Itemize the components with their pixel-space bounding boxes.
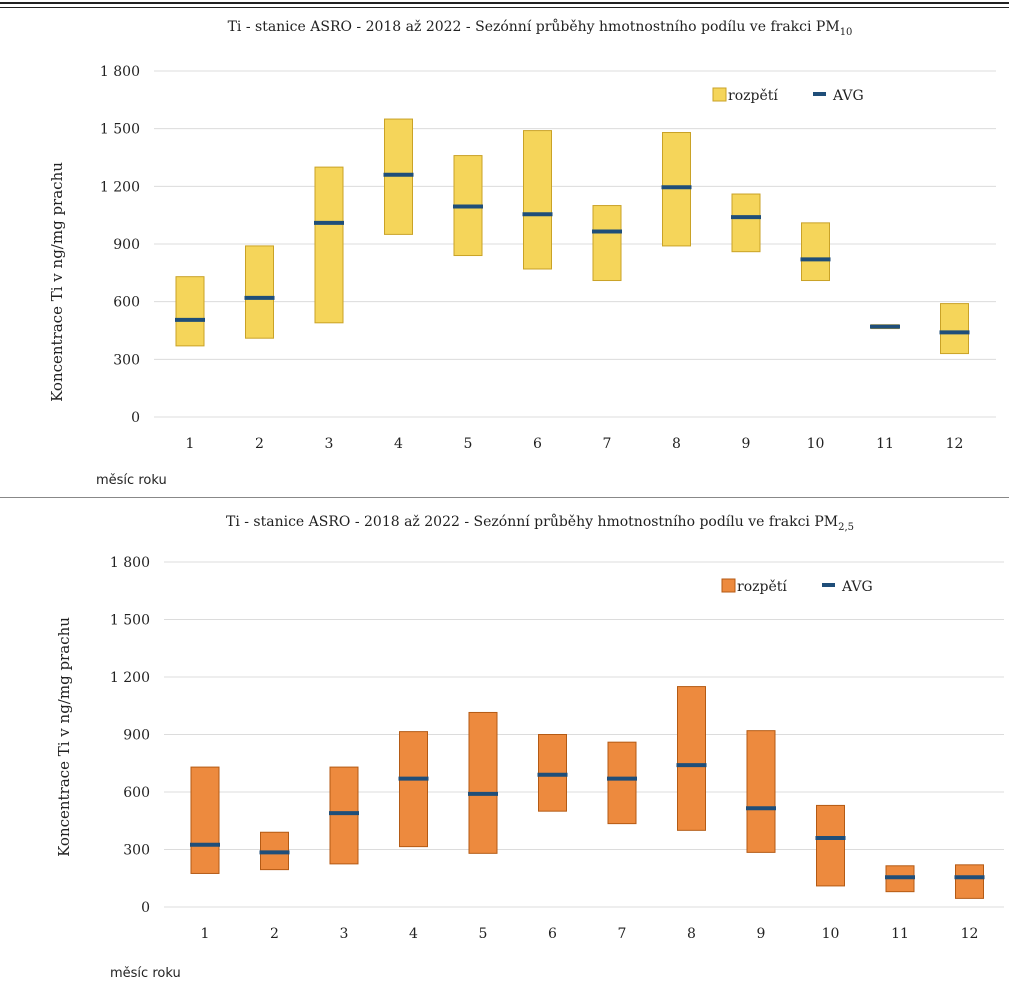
y-tick-label: 1 200 bbox=[100, 179, 140, 195]
chart-pm25: Ti - stanice ASRO - 2018 až 2022 - Sezón… bbox=[55, 513, 1004, 981]
x-tick-label: 6 bbox=[533, 436, 542, 452]
chart-title-subscript: 10 bbox=[840, 27, 853, 38]
legend-range-label: rozpětí bbox=[728, 88, 778, 104]
chart-title-text: Ti - stanice ASRO - 2018 až 2022 - Sezón… bbox=[226, 513, 838, 530]
grid bbox=[164, 561, 1004, 908]
y-tick-label: 600 bbox=[123, 785, 150, 801]
y-tick-label: 1 800 bbox=[100, 64, 140, 80]
x-tick-label: 8 bbox=[672, 436, 681, 452]
y-tick-label: 600 bbox=[113, 295, 140, 311]
range-bars bbox=[175, 118, 969, 355]
chart-title: Ti - stanice ASRO - 2018 až 2022 - Sezón… bbox=[228, 18, 853, 38]
y-axis-ticks: 0 300 600 900 1 200 1 500 1 800 bbox=[110, 555, 150, 916]
x-tick-label: 5 bbox=[464, 436, 473, 452]
range-bar bbox=[592, 205, 622, 282]
x-tick-label: 8 bbox=[687, 926, 696, 942]
range-bar bbox=[955, 864, 984, 899]
x-tick-label: 2 bbox=[270, 926, 279, 942]
x-axis-label: měsíc roku bbox=[110, 966, 181, 981]
range-bar bbox=[399, 731, 428, 848]
range-bar bbox=[940, 303, 969, 355]
range-bar bbox=[523, 130, 552, 270]
x-tick-label: 2 bbox=[255, 436, 264, 452]
range-bar bbox=[746, 730, 776, 853]
legend-range-swatch bbox=[721, 578, 736, 593]
x-tick-label: 1 bbox=[186, 436, 195, 452]
top-rule bbox=[0, 2, 1009, 4]
chart-title: Ti - stanice ASRO - 2018 až 2022 - Sezón… bbox=[226, 513, 854, 533]
x-tick-label: 7 bbox=[603, 436, 612, 452]
x-tick-label: 12 bbox=[946, 436, 964, 452]
range-bar bbox=[175, 276, 205, 347]
y-tick-label: 0 bbox=[141, 900, 150, 916]
legend-range-label: rozpětí bbox=[737, 579, 787, 595]
legend-avg-label: AVG bbox=[841, 579, 873, 595]
grid bbox=[154, 70, 996, 418]
range-bar bbox=[329, 766, 359, 865]
x-tick-label: 3 bbox=[325, 436, 334, 452]
range-bar bbox=[190, 766, 220, 874]
chart-pm10: Ti - stanice ASRO - 2018 až 2022 - Sezón… bbox=[48, 18, 996, 488]
y-tick-label: 300 bbox=[113, 352, 140, 368]
chart-separator bbox=[0, 497, 1009, 498]
y-axis-label: Koncentrace Ti v ng/mg prachu bbox=[48, 162, 66, 402]
chart-title-text: Ti - stanice ASRO - 2018 až 2022 - Sezón… bbox=[228, 18, 840, 35]
y-axis-label: Koncentrace Ti v ng/mg prachu bbox=[55, 617, 73, 857]
y-tick-label: 1 200 bbox=[110, 670, 150, 686]
y-axis-ticks: 0 300 600 900 1 200 1 500 1 800 bbox=[100, 64, 140, 426]
x-axis-label: měsíc roku bbox=[96, 473, 167, 488]
y-tick-label: 0 bbox=[131, 410, 140, 426]
range-bar bbox=[816, 804, 845, 887]
x-tick-label: 4 bbox=[409, 926, 418, 942]
x-tick-label: 3 bbox=[340, 926, 349, 942]
x-tick-label: 10 bbox=[822, 926, 840, 942]
avg-marks bbox=[175, 172, 970, 335]
y-tick-label: 900 bbox=[123, 728, 150, 744]
legend: rozpětí AVG bbox=[712, 87, 864, 104]
avg-marks bbox=[190, 763, 985, 880]
y-tick-label: 900 bbox=[113, 237, 140, 253]
x-tick-label: 10 bbox=[807, 436, 825, 452]
legend: rozpětí AVG bbox=[721, 578, 873, 595]
x-tick-label: 9 bbox=[757, 926, 766, 942]
range-bar bbox=[677, 686, 706, 831]
x-tick-label: 5 bbox=[479, 926, 488, 942]
x-tick-label: 9 bbox=[742, 436, 751, 452]
y-tick-label: 1 500 bbox=[110, 613, 150, 629]
x-tick-label: 12 bbox=[961, 926, 979, 942]
range-bar bbox=[731, 193, 761, 253]
x-tick-label: 7 bbox=[618, 926, 627, 942]
x-axis-ticks: 1 2 3 4 5 6 7 8 9 10 11 12 bbox=[186, 436, 964, 452]
range-bar bbox=[607, 741, 637, 825]
range-bar bbox=[245, 245, 274, 339]
chart-title-subscript: 2,5 bbox=[838, 522, 854, 533]
y-tick-label: 1 500 bbox=[100, 122, 140, 138]
range-bar bbox=[468, 711, 498, 854]
x-tick-label: 11 bbox=[891, 926, 909, 942]
range-bar bbox=[801, 222, 830, 282]
x-axis-ticks: 1 2 3 4 5 6 7 8 9 10 11 12 bbox=[201, 926, 979, 942]
y-tick-label: 300 bbox=[123, 843, 150, 859]
legend-range-swatch bbox=[712, 87, 727, 102]
x-tick-label: 11 bbox=[876, 436, 894, 452]
y-tick-label: 1 800 bbox=[110, 555, 150, 571]
top-rule-thin bbox=[0, 7, 1009, 8]
x-tick-label: 1 bbox=[201, 926, 210, 942]
x-tick-label: 4 bbox=[394, 436, 403, 452]
legend-avg-label: AVG bbox=[832, 88, 864, 104]
x-tick-label: 6 bbox=[548, 926, 557, 942]
range-bars bbox=[190, 686, 984, 899]
range-bar bbox=[314, 166, 344, 324]
